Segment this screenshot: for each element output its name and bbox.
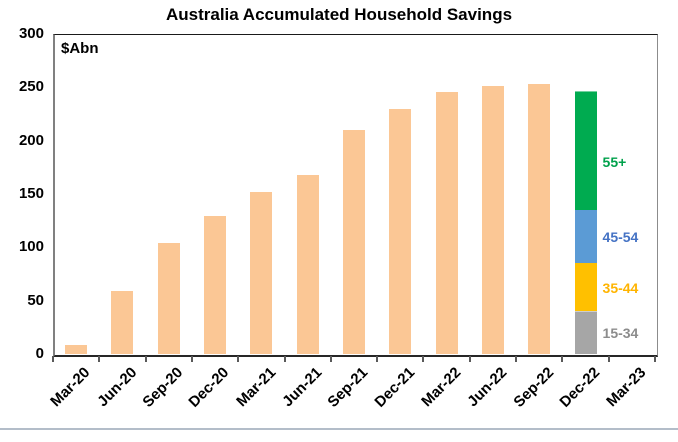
x-tick-label-jun-21: Jun-21	[279, 364, 326, 411]
y-tick-label-300: 300	[18, 25, 44, 42]
x-tick-label-sep-22: Sep-22	[509, 364, 557, 411]
x-tick-label-mar-20: Mar-20	[47, 364, 94, 411]
x-tick-mark	[376, 356, 379, 362]
chart-title: Australia Accumulated Household Savings	[165, 5, 513, 24]
x-tick-mark	[468, 356, 471, 362]
y-axis-unit-label: $Abn	[61, 40, 99, 57]
bar-dec-21	[389, 108, 412, 354]
x-tick-mark	[144, 356, 147, 362]
stack-segment-55plus	[574, 90, 597, 145]
x-tick-mark	[283, 356, 286, 362]
y-tick-label-50: 50	[27, 291, 44, 309]
bar-jun-21	[296, 174, 319, 354]
x-tick-mark	[515, 356, 518, 362]
y-tick-label-100: 100	[18, 238, 44, 256]
y-tick-label-200: 200	[18, 131, 44, 149]
stack-segment-35-44	[574, 263, 597, 312]
x-tick-label-sep-21: Sep-21	[324, 364, 372, 411]
x-tick-label-dec-20: Dec-20	[185, 364, 233, 411]
x-tick-label-sep-20: Sep-20	[139, 364, 187, 411]
stack-segment-55plus	[574, 143, 597, 210]
x-tick-mark	[237, 356, 240, 362]
y-tick-label-0: 0	[35, 345, 44, 362]
x-tick-mark	[561, 356, 564, 362]
y-tick-label-150: 150	[18, 185, 44, 202]
bar-dec-20	[204, 216, 227, 354]
stack-segment-45-54	[574, 210, 597, 264]
bar-sep-22	[528, 84, 551, 354]
x-tick-label-mar-23: Mar-23	[603, 364, 650, 411]
bar-mar-21	[250, 191, 273, 354]
bar-sep-21	[343, 130, 365, 354]
x-tick-label-dec-21: Dec-21	[371, 364, 418, 411]
stack-segment-15-34	[574, 311, 597, 350]
x-tick-mark	[98, 356, 101, 362]
y-tick-label-250: 250	[18, 78, 44, 96]
x-tick-label-jun-22: Jun-22	[464, 364, 511, 411]
bar-jun-22	[481, 86, 504, 354]
bar-mar-22	[435, 91, 458, 354]
x-tick-label-mar-21: Mar-21	[232, 364, 279, 411]
stack-segment-label-15-34: 15-34	[602, 324, 639, 341]
stack-segment-label-55plus: 55+	[602, 154, 627, 170]
x-tick-mark	[329, 356, 332, 362]
bar-mar-20	[65, 345, 88, 354]
x-tick-mark	[190, 356, 193, 362]
x-tick-label-mar-22: Mar-22	[417, 364, 465, 411]
x-tick-label-jun-20: Jun-20	[93, 364, 141, 411]
bar-jun-20	[111, 291, 134, 354]
bottom-divider-line	[0, 428, 678, 430]
x-tick-mark	[654, 356, 656, 362]
stack-segment-label-45-54: 45-54	[602, 228, 639, 245]
x-tick-label-dec-22: Dec-22	[556, 364, 604, 411]
x-tick-mark	[52, 356, 54, 362]
stack-segment-label-35-44: 35-44	[602, 279, 639, 296]
stack-segment-15-34	[574, 348, 597, 354]
x-tick-mark	[607, 356, 610, 362]
x-tick-mark	[422, 356, 425, 362]
bar-sep-20	[157, 243, 180, 354]
